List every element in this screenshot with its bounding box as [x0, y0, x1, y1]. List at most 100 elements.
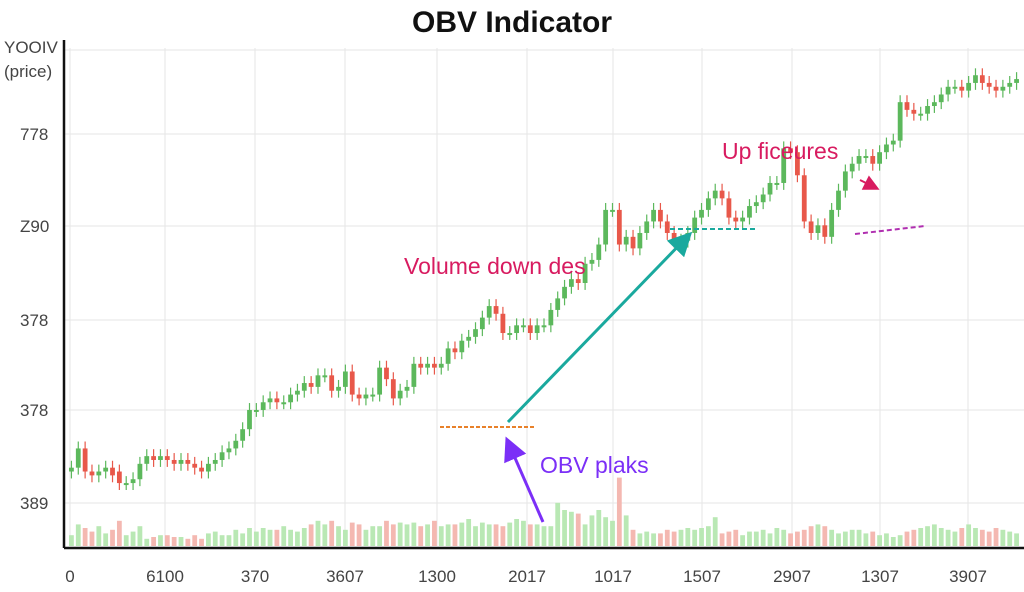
volume-bar [733, 529, 739, 546]
volume-bar [527, 524, 533, 546]
candle-body [842, 171, 848, 191]
volume-bar [541, 526, 547, 546]
volume-bar [664, 529, 670, 546]
volume-bar [568, 511, 574, 546]
chart-title: OBV Indicator [411, 6, 613, 39]
candle-body [144, 456, 150, 464]
volume-bar [466, 519, 472, 546]
volume-bar [445, 524, 451, 546]
candle-body [479, 317, 485, 330]
volume-bar [644, 531, 650, 546]
volume-bar [726, 531, 732, 546]
candle-body [904, 102, 910, 110]
volume-bar [452, 524, 458, 546]
candle-body [582, 263, 588, 283]
candle-body [486, 306, 492, 318]
volume-bar [582, 524, 588, 546]
candle-body [178, 459, 184, 464]
candle-body [897, 102, 903, 141]
volume-bar [75, 524, 81, 546]
x-tick-label: 3907 [949, 567, 987, 586]
candle-body [986, 82, 992, 87]
y-axis-label-line: YOOIV [4, 38, 58, 57]
candle-body [664, 221, 670, 233]
volume-bar [747, 531, 752, 546]
volume-bar [596, 510, 602, 546]
y-tick-label: 778 [20, 125, 48, 144]
candle-body [808, 221, 814, 233]
candle-body [760, 194, 766, 203]
candle-body [726, 198, 732, 218]
candle-body [212, 459, 218, 464]
volume-bar [685, 528, 691, 546]
candle-body [295, 390, 300, 395]
candle-body [719, 190, 725, 199]
volume-bar [342, 529, 348, 546]
candle-body [884, 144, 889, 153]
candle-body [836, 190, 841, 210]
candle-body [644, 221, 650, 233]
obv-peaks-arrow [504, 436, 545, 523]
volume-bar [144, 538, 150, 546]
volume-bar [103, 533, 109, 546]
volume-bar [219, 535, 225, 546]
up-features-arrow [859, 175, 880, 190]
candle-body [110, 467, 115, 476]
volume-bar [534, 524, 540, 546]
candle-body [260, 402, 266, 410]
x-tick-label: 0 [65, 567, 74, 586]
volume-bar [185, 538, 191, 546]
volume-bar [753, 531, 759, 546]
volume-bar [192, 535, 198, 546]
volume-bar [349, 522, 355, 546]
x-tick-label: 6100 [146, 567, 184, 586]
candle-body [623, 236, 629, 245]
candle-body [233, 440, 239, 449]
volume-bars [69, 477, 1019, 546]
candle-body [199, 467, 204, 472]
y-tick-label: Z90 [20, 217, 49, 236]
candle-body [500, 313, 506, 334]
candle-body [192, 463, 198, 468]
candle-body [774, 182, 780, 185]
candle-body [390, 379, 396, 399]
candle-body [959, 86, 965, 91]
volume-bar [493, 524, 499, 546]
x-tick-label: 1507 [683, 567, 721, 586]
volume-bar [425, 524, 430, 546]
candle-body [918, 113, 924, 116]
volume-bar [329, 520, 335, 546]
volume-bar [671, 531, 677, 546]
volume-bar [925, 526, 930, 546]
volume-bar [123, 535, 129, 546]
candle-body [822, 225, 828, 237]
candle-body [699, 209, 704, 218]
candle-body [89, 471, 95, 476]
volume-bar [397, 522, 403, 546]
volume-bar [986, 531, 992, 546]
candle-body [253, 409, 259, 412]
volume-bar [699, 528, 704, 546]
candle-body [315, 375, 321, 387]
candle-body [562, 286, 567, 299]
volume-bar [404, 524, 410, 546]
x-tick-label: 1017 [594, 567, 632, 586]
volume-bar [69, 535, 74, 546]
volume-bar [767, 533, 773, 546]
volume-bar [288, 529, 293, 546]
candle-body [856, 156, 862, 164]
volume-bar [418, 526, 424, 546]
volume-bar [137, 526, 143, 546]
candle-body [473, 329, 478, 337]
volume-bar [322, 524, 328, 546]
candle-body [493, 306, 499, 314]
volume-bar [842, 531, 848, 546]
volume-bar [459, 522, 465, 546]
candle-body [267, 398, 273, 403]
candle-body [137, 463, 143, 480]
candle-body [507, 333, 513, 336]
x-tick-label: 1307 [861, 567, 899, 586]
volume-bar [616, 477, 622, 546]
candle-body [534, 325, 540, 334]
